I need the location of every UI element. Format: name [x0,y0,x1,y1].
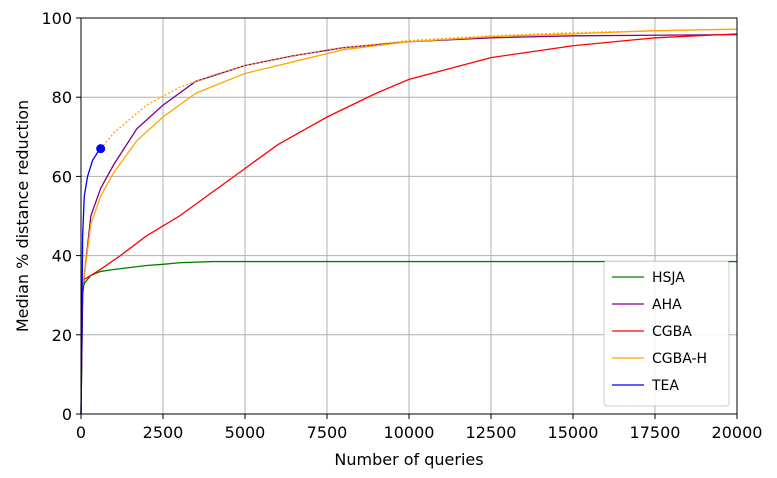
series-line [80,33,738,284]
x-tick-label: 12500 [466,423,517,442]
legend-label: HSJA [652,270,685,286]
end-marker [96,144,106,154]
y-tick-label: 20 [52,326,72,345]
series-line [80,148,102,415]
y-tick-label: 0 [62,405,72,424]
series-line [100,28,738,150]
x-tick-label: 0 [76,423,86,442]
y-tick-label: 60 [52,167,72,186]
x-tick-label: 10000 [384,423,435,442]
x-tick-label: 5000 [225,423,266,442]
legend-label: TEA [651,378,679,394]
y-tick-label: 80 [52,88,72,107]
series-line [80,260,737,415]
x-tick-label: 17500 [630,423,681,442]
x-tick-label: 7500 [307,423,348,442]
plot-frame [80,17,738,415]
legend-label: CGBA [652,324,692,340]
x-tick-label: 2500 [143,423,184,442]
x-tick-label: 15000 [548,423,599,442]
legend-label: CGBA-H [652,351,707,367]
y-axis-label: Median % distance reduction [13,100,32,332]
x-tick-label: 20000 [712,423,763,442]
legend-box [603,260,730,407]
y-tick-label: 40 [52,247,72,266]
y-tick-label: 100 [41,9,72,28]
x-axis-label: Number of queries [334,450,483,469]
legend-label: AHA [652,297,682,313]
series-line [80,28,738,296]
